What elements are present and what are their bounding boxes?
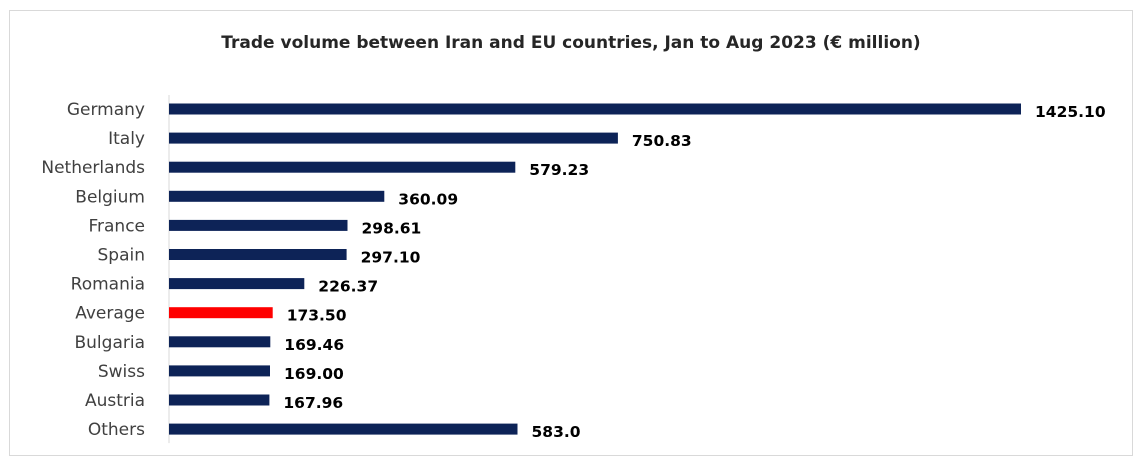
category-label-italy: Italy (108, 129, 145, 149)
bar-average (169, 307, 273, 319)
category-label-romania: Romania (71, 275, 145, 295)
value-label-average: 173.50 (287, 307, 347, 325)
value-label-austria: 167.96 (283, 394, 343, 412)
category-label-others: Others (88, 420, 145, 440)
category-label-spain: Spain (98, 246, 146, 266)
value-label-swiss: 169.00 (284, 365, 344, 383)
bar-france (169, 219, 348, 231)
bar-italy (169, 132, 618, 144)
category-label-germany: Germany (67, 100, 145, 120)
chart-frame (9, 10, 1133, 456)
bar-swiss (169, 365, 270, 377)
bar-romania (169, 278, 305, 290)
bar-belgium (169, 190, 385, 202)
chart-title: Trade volume between Iran and EU countri… (221, 33, 921, 53)
value-label-others: 583.0 (532, 423, 581, 441)
category-label-swiss: Swiss (98, 362, 145, 382)
bar-germany (169, 103, 1021, 115)
category-label-bulgaria: Bulgaria (75, 333, 146, 353)
value-label-italy: 750.83 (632, 132, 692, 150)
bar-austria (169, 394, 270, 406)
category-label-austria: Austria (85, 391, 145, 411)
category-label-france: France (88, 216, 145, 236)
category-label-average: Average (75, 304, 145, 324)
bar-netherlands (169, 161, 516, 173)
value-label-germany: 1425.10 (1035, 103, 1106, 121)
bar-spain (169, 249, 347, 260)
bar-others (169, 423, 518, 435)
value-label-bulgaria: 169.46 (284, 336, 344, 354)
value-label-romania: 226.37 (318, 278, 378, 296)
category-label-netherlands: Netherlands (41, 158, 145, 178)
category-label-belgium: Belgium (75, 187, 145, 207)
value-label-france: 298.61 (362, 219, 422, 237)
value-label-netherlands: 579.23 (529, 161, 589, 179)
bar-bulgaria (169, 336, 271, 348)
value-label-spain: 297.10 (361, 249, 421, 267)
value-label-belgium: 360.09 (398, 190, 458, 208)
